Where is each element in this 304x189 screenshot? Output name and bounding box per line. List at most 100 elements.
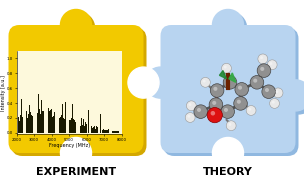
Text: THEORY: THEORY bbox=[203, 167, 253, 177]
Text: EXPERIMENT: EXPERIMENT bbox=[36, 167, 116, 177]
Circle shape bbox=[270, 98, 279, 108]
Circle shape bbox=[235, 83, 248, 96]
Bar bbox=[100, 114, 101, 133]
Circle shape bbox=[212, 101, 216, 105]
Circle shape bbox=[128, 67, 159, 98]
Circle shape bbox=[223, 76, 237, 89]
Bar bbox=[113, 132, 114, 133]
Bar bbox=[18, 117, 19, 133]
Bar bbox=[105, 130, 106, 133]
Bar bbox=[77, 124, 78, 133]
Bar bbox=[19, 121, 20, 133]
Bar bbox=[117, 132, 118, 133]
Bar bbox=[103, 129, 104, 133]
Bar bbox=[35, 113, 36, 133]
Bar bbox=[51, 109, 52, 133]
Bar bbox=[119, 132, 120, 133]
Bar bbox=[28, 114, 29, 133]
Circle shape bbox=[280, 80, 304, 111]
Bar bbox=[61, 115, 62, 133]
Bar bbox=[48, 108, 49, 133]
Circle shape bbox=[210, 84, 224, 97]
Bar bbox=[64, 119, 65, 133]
Bar bbox=[69, 120, 70, 133]
Circle shape bbox=[60, 137, 92, 169]
Bar bbox=[31, 115, 32, 133]
FancyBboxPatch shape bbox=[12, 28, 147, 156]
Circle shape bbox=[229, 123, 231, 126]
Bar bbox=[96, 126, 97, 133]
Bar bbox=[107, 130, 108, 133]
Polygon shape bbox=[219, 71, 226, 79]
Bar bbox=[62, 104, 63, 133]
Bar bbox=[109, 129, 110, 133]
Circle shape bbox=[260, 56, 263, 59]
Circle shape bbox=[234, 97, 247, 110]
Circle shape bbox=[197, 108, 201, 112]
Bar bbox=[65, 101, 66, 133]
Bar bbox=[38, 94, 39, 133]
Circle shape bbox=[200, 77, 210, 87]
Bar bbox=[106, 129, 107, 133]
Circle shape bbox=[60, 9, 92, 40]
Bar bbox=[70, 120, 71, 133]
Bar bbox=[72, 105, 73, 133]
Bar bbox=[82, 125, 83, 133]
Bar bbox=[71, 118, 72, 133]
Bar bbox=[115, 131, 116, 133]
Circle shape bbox=[250, 76, 264, 89]
Bar bbox=[95, 129, 96, 133]
Bar bbox=[59, 118, 60, 133]
Bar bbox=[40, 114, 41, 133]
Bar bbox=[43, 111, 44, 133]
Circle shape bbox=[222, 63, 231, 73]
Circle shape bbox=[265, 88, 269, 92]
Circle shape bbox=[209, 98, 223, 111]
Bar bbox=[22, 117, 23, 133]
Circle shape bbox=[246, 105, 256, 115]
FancyBboxPatch shape bbox=[161, 25, 295, 153]
Bar bbox=[41, 100, 42, 133]
Circle shape bbox=[262, 85, 275, 98]
Bar bbox=[116, 131, 117, 133]
Bar bbox=[80, 125, 81, 133]
Circle shape bbox=[272, 101, 275, 104]
Circle shape bbox=[188, 115, 190, 118]
Bar bbox=[91, 126, 92, 133]
Circle shape bbox=[188, 103, 192, 106]
Circle shape bbox=[207, 108, 223, 123]
Circle shape bbox=[185, 113, 195, 122]
Bar bbox=[46, 110, 47, 133]
Circle shape bbox=[212, 137, 244, 169]
Bar bbox=[72, 123, 73, 133]
Circle shape bbox=[257, 64, 271, 77]
Bar bbox=[104, 130, 105, 133]
Polygon shape bbox=[229, 73, 236, 82]
Bar bbox=[23, 118, 24, 133]
Circle shape bbox=[273, 88, 283, 98]
Circle shape bbox=[186, 101, 196, 111]
Bar bbox=[111, 131, 112, 133]
Bar bbox=[49, 112, 50, 133]
Bar bbox=[85, 122, 86, 133]
Bar bbox=[20, 115, 21, 133]
Bar bbox=[39, 109, 40, 133]
Bar bbox=[92, 128, 93, 133]
FancyBboxPatch shape bbox=[9, 25, 143, 153]
Bar bbox=[50, 110, 51, 133]
Circle shape bbox=[226, 121, 236, 131]
Bar bbox=[30, 112, 31, 133]
Circle shape bbox=[269, 62, 272, 65]
Circle shape bbox=[275, 90, 278, 93]
X-axis label: Frequency (MHz): Frequency (MHz) bbox=[49, 143, 90, 148]
Bar bbox=[25, 120, 26, 133]
Circle shape bbox=[216, 12, 247, 43]
Bar bbox=[75, 122, 76, 133]
Bar bbox=[73, 119, 74, 133]
Circle shape bbox=[145, 67, 176, 98]
Bar bbox=[74, 120, 75, 133]
Circle shape bbox=[203, 80, 206, 83]
Circle shape bbox=[224, 108, 228, 112]
Circle shape bbox=[221, 105, 234, 119]
Bar bbox=[65, 114, 66, 133]
